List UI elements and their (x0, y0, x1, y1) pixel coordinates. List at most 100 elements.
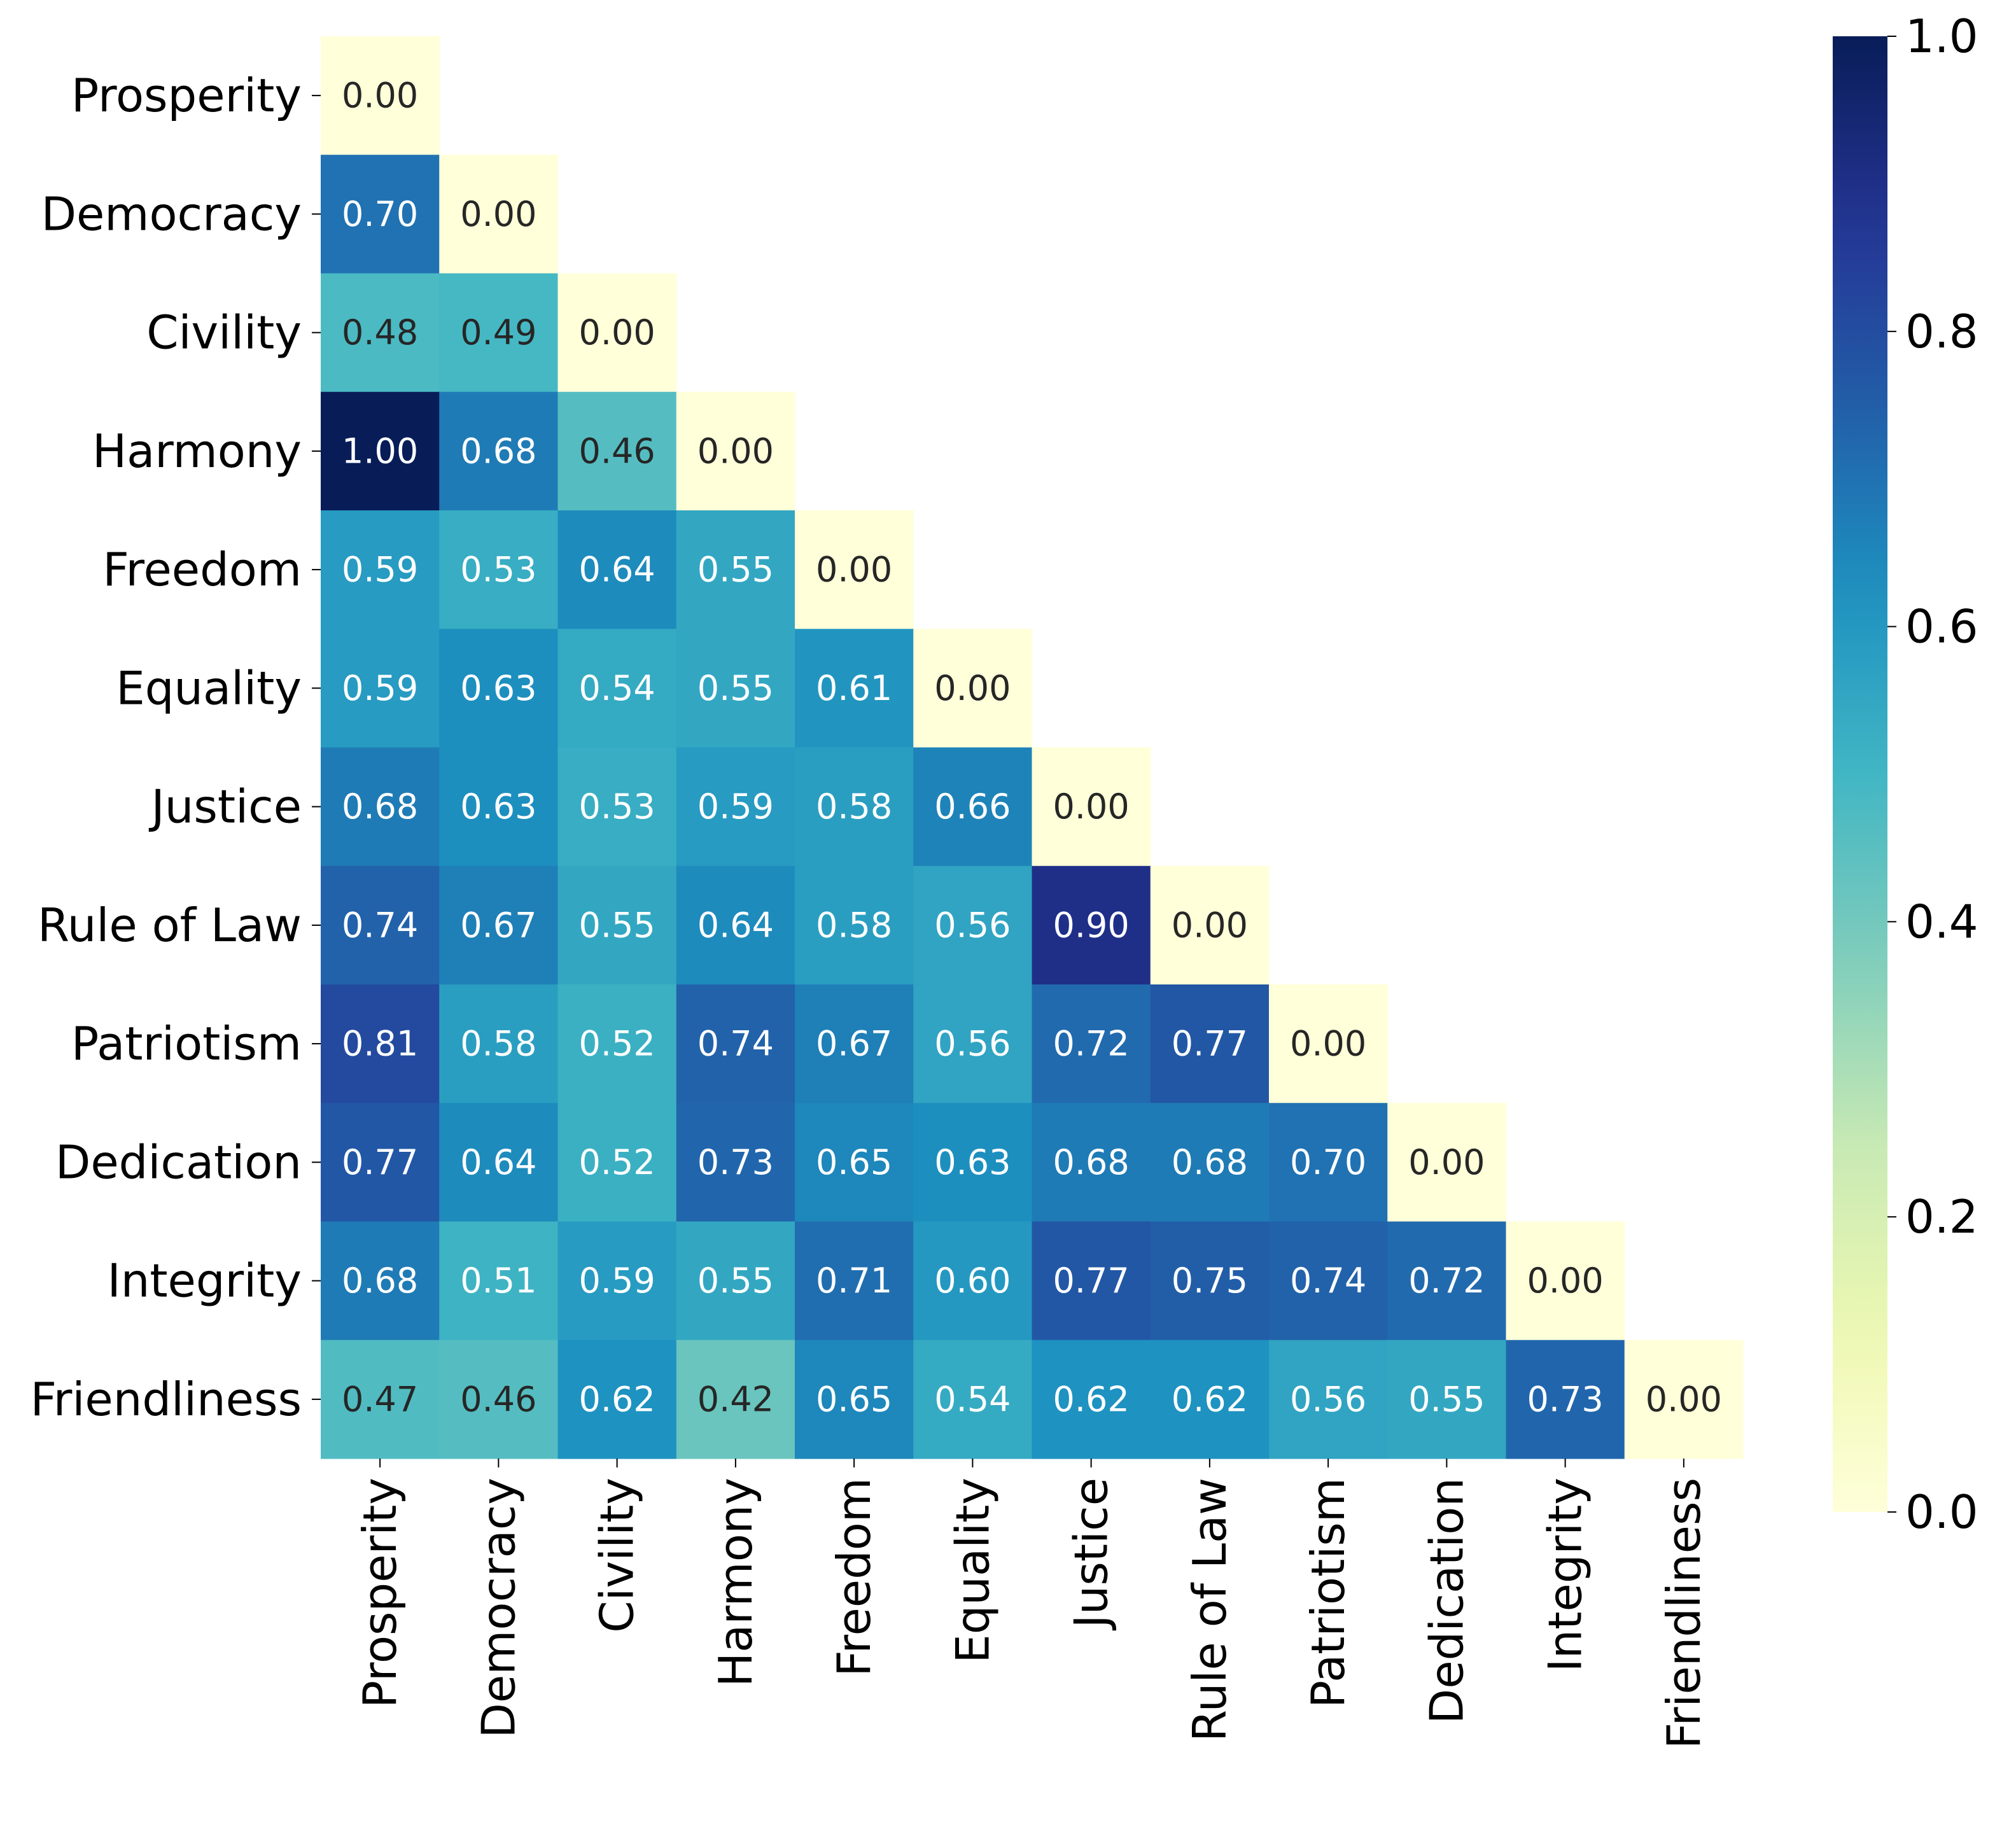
y-tick-label: Civility (146, 306, 302, 360)
colorbar: 0.0 0.2 0.4 0.6 0.8 1.0 (1833, 10, 1978, 1539)
heatmap-cell (321, 1340, 440, 1459)
cell-value-label: 0.58 (816, 787, 892, 827)
y-tick-label: Patriotism (71, 1017, 302, 1070)
colorbar-tick-label: 0.2 (1905, 1190, 1978, 1243)
cell-value-label: 0.00 (579, 312, 655, 353)
cell-value-label: 0.68 (342, 1261, 418, 1301)
cell-value-label: 0.47 (342, 1379, 418, 1419)
heatmap-cell (439, 1103, 559, 1222)
cell-value-label: 0.59 (342, 668, 418, 708)
x-tick-label: Justice (1065, 1478, 1118, 1631)
cell-value-label: 0.00 (934, 668, 1011, 708)
cell-value-label: 0.77 (342, 1142, 418, 1182)
cell-value-label: 0.00 (342, 76, 418, 116)
heatmap-cell (1032, 1221, 1151, 1341)
heatmap-cell (795, 984, 914, 1103)
x-tick-label: Harmony (709, 1478, 762, 1687)
cell-value-label: 0.55 (697, 1261, 774, 1301)
cell-value-label: 0.00 (1408, 1142, 1485, 1182)
x-tick-label: Prosperity (353, 1478, 407, 1708)
heatmap-cell (1150, 1221, 1270, 1341)
heatmap-cell (795, 510, 914, 629)
cell-value-label: 0.53 (579, 787, 655, 827)
heatmap-cell (676, 510, 795, 629)
heatmap-cell (1269, 1103, 1388, 1222)
cell-value-label: 0.90 (1053, 905, 1130, 945)
cell-value-label: 0.55 (579, 905, 655, 945)
y-tick-label: Friendliness (31, 1373, 302, 1426)
heatmap-cell (913, 1103, 1033, 1222)
heatmap-cell (321, 273, 440, 393)
cell-value-label: 0.73 (697, 1142, 774, 1182)
cell-value-label: 0.63 (460, 787, 536, 827)
cell-value-label: 0.68 (460, 431, 536, 471)
heatmap-cell (557, 273, 677, 393)
heatmap-cell (676, 747, 795, 867)
heatmap-cell (795, 629, 914, 748)
heatmap-cell (321, 1103, 440, 1222)
cell-value-label: 0.46 (460, 1379, 536, 1419)
heatmap-cell (1624, 1340, 1744, 1459)
x-tick-label: Democracy (472, 1478, 525, 1738)
cell-value-label: 0.62 (1053, 1379, 1130, 1419)
heatmap-cell (913, 865, 1033, 985)
heatmap-cell (557, 865, 677, 985)
x-tick-label: Friendliness (1657, 1478, 1711, 1749)
heatmap-cell (1150, 984, 1270, 1103)
heatmap-cell (557, 1340, 677, 1459)
cell-value-label: 0.72 (1408, 1261, 1485, 1301)
heatmap-cell (321, 391, 440, 511)
cell-value-label: 0.81 (342, 1024, 418, 1064)
heatmap-cell (439, 747, 559, 867)
cell-value-label: 0.61 (816, 668, 892, 708)
x-tick-label: Rule of Law (1183, 1478, 1236, 1742)
heatmap-cell (557, 510, 677, 629)
heatmap-cell (913, 1221, 1033, 1341)
heatmap-cell (439, 155, 559, 274)
colorbar-tick-label: 1.0 (1905, 10, 1978, 63)
heatmap-cell (1032, 747, 1151, 867)
heatmap-cell (676, 1103, 795, 1222)
heatmap-cell (1032, 1103, 1151, 1222)
cell-value-label: 1.00 (342, 431, 418, 471)
heatmap-cell (557, 984, 677, 1103)
heatmap-cell (439, 391, 559, 511)
heatmap-cell (439, 1221, 559, 1341)
heatmap-cell (676, 391, 795, 511)
heatmap-cell (321, 984, 440, 1103)
heatmap-cell (676, 1340, 795, 1459)
cell-value-label: 0.42 (697, 1379, 774, 1419)
cell-value-label: 0.55 (1408, 1379, 1485, 1419)
cell-value-label: 0.66 (934, 787, 1011, 827)
colorbar-gradient (1833, 36, 1887, 1512)
y-tick-label: Equality (116, 661, 302, 715)
y-tick-label: Democracy (41, 187, 302, 241)
heatmap-cell (321, 510, 440, 629)
heatmap-cell (795, 1221, 914, 1341)
cell-value-label: 0.00 (1527, 1261, 1604, 1301)
heatmap-cell (1387, 1103, 1507, 1222)
cell-value-label: 0.62 (579, 1379, 655, 1419)
cell-value-label: 0.52 (579, 1024, 655, 1064)
cell-value-label: 0.62 (1172, 1379, 1248, 1419)
cell-value-label: 0.64 (697, 905, 774, 945)
cell-value-label: 0.55 (697, 550, 774, 590)
heatmap-cell (676, 1221, 795, 1341)
cell-value-label: 0.70 (1290, 1142, 1366, 1182)
heatmap-cell (913, 747, 1033, 867)
x-tick-label: Equality (946, 1478, 999, 1663)
cell-value-label: 0.72 (1053, 1024, 1130, 1064)
heatmap-cell (1032, 984, 1151, 1103)
cell-value-label: 0.67 (816, 1024, 892, 1064)
cell-value-label: 0.00 (460, 194, 536, 234)
heatmap-cell (439, 273, 559, 393)
cell-value-label: 0.58 (816, 905, 892, 945)
cell-value-label: 0.49 (460, 312, 536, 353)
y-tick-label: Harmony (92, 424, 302, 478)
cell-value-label: 0.63 (934, 1142, 1011, 1182)
x-tick-label: Integrity (1539, 1478, 1592, 1672)
cell-value-label: 0.59 (697, 787, 774, 827)
y-tick-label: Integrity (107, 1254, 302, 1308)
colorbar-tick-label: 0.4 (1905, 895, 1978, 948)
